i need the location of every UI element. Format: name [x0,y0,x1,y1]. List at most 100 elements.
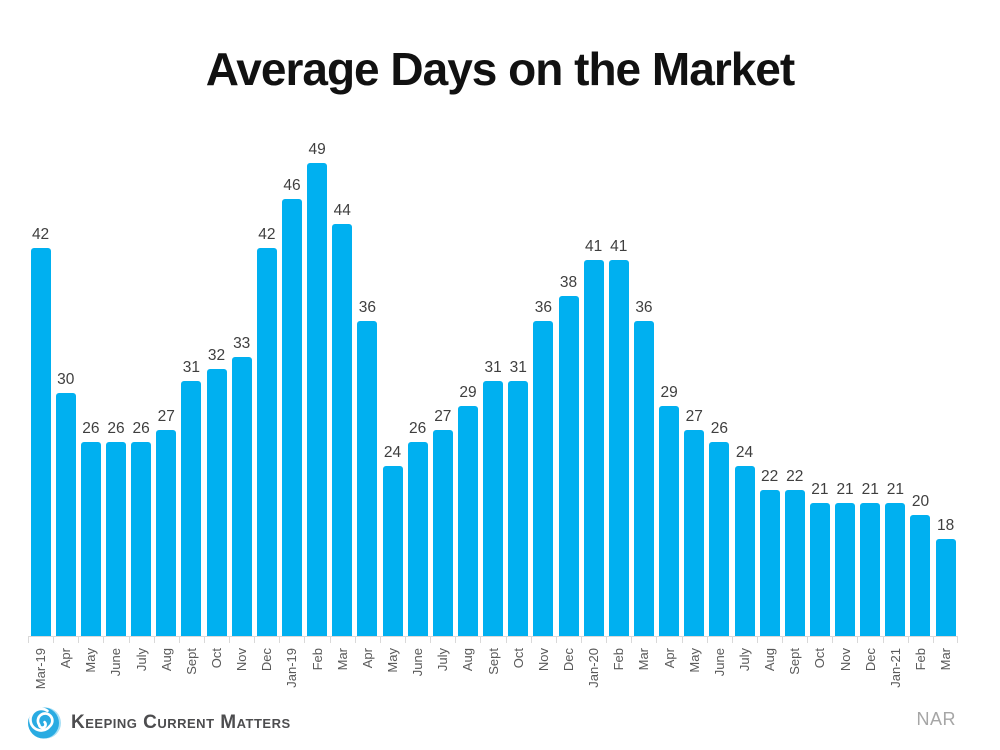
bar-value-label: 32 [207,346,226,364]
x-axis-label: Nov [535,648,551,672]
axis-tick [355,637,356,643]
bar [608,260,629,636]
bar-value-label: 29 [459,383,477,401]
bar-value-label: 26 [132,419,150,437]
bar-slot: 41 [606,140,631,636]
bar-value-label: 38 [559,273,578,291]
bar-value-label: 27 [434,407,452,425]
bar [935,539,956,636]
axis-tick [330,637,331,643]
axis-tick [682,637,683,643]
x-axis-label: Apr [661,648,677,669]
x-axis-label: Aug [762,648,778,672]
bar-value-label: 41 [585,237,603,255]
x-axis-label: Feb [309,648,325,671]
x-axis-label: Sept [485,648,501,675]
bar-value-label: 21 [836,480,854,498]
axis-tick [304,637,305,643]
bar-value-label: 31 [509,358,527,376]
bar-slot: 42 [254,140,279,636]
bar-slot: 32 [204,140,229,636]
axis-tick [430,637,431,643]
bar-slot: 26 [707,140,732,636]
x-axis-label: Aug [460,648,476,672]
bar-slot: 36 [631,140,656,636]
bar [759,490,780,636]
bar [885,503,906,636]
axis-tick [556,637,557,643]
axis-tick [531,637,532,643]
bar-value-label: 20 [911,492,930,510]
bar-value-label: 30 [57,370,75,388]
bar-value-label: 33 [233,334,251,352]
x-axis-label: Dec [862,648,878,672]
axis-tick [606,637,607,643]
x-axis-label: Nov [837,648,853,672]
bar [256,248,277,636]
bar-slot: 36 [531,140,556,636]
x-axis-label: Jan-20 [586,648,602,688]
bar-value-label: 29 [660,383,678,401]
axis-tick [506,637,507,643]
bar-value-label: 31 [182,358,201,376]
x-axis-label: Apr [359,648,375,669]
bar-value-label: 26 [409,419,427,437]
bar-slot: 21 [833,140,858,636]
bar [131,442,152,636]
axis-tick [28,637,29,643]
bar-slot: 21 [883,140,908,636]
x-axis-label: May [686,648,702,673]
bar [809,503,830,636]
axis-tick [229,637,230,643]
bar-slot: 22 [757,140,782,636]
bar-value-label: 24 [735,443,754,461]
x-axis-label: Jan-21 [887,648,903,688]
bar [709,442,730,636]
bar-chart: 42 30 26 26 26 27 31 32 33 42 46 49 44 36 24 26 27 29 31 31… [28,140,958,718]
kcm-logo-text: Keeping Current Matters [71,712,291,733]
bar-value-label: 42 [258,225,276,243]
x-axis-label: June [711,648,727,677]
bar-slot: 22 [782,140,807,636]
bar-value-label: 36 [534,298,552,316]
bar-slot: 42 [28,140,53,636]
bar [382,466,403,636]
page-title: Average Days on the Market [205,43,795,95]
axis-tick [707,637,708,643]
bar-value-label: 26 [107,419,125,437]
bar [281,199,302,636]
kcm-logo: Keeping Current Matters [26,705,291,741]
x-axis-label: Oct [510,648,526,669]
bar [156,430,177,636]
axis-tick [480,637,481,643]
axis-tick [757,637,758,643]
axis-tick [656,637,657,643]
bar-slot: 27 [154,140,179,636]
axis-tick [204,637,205,643]
bar-slot: 21 [807,140,832,636]
bar-value-label: 22 [786,467,804,485]
axis-tick [154,637,155,643]
x-axis-label: Feb [611,648,627,671]
x-axis-label: Dec [561,648,577,672]
bar-slot: 26 [129,140,154,636]
bar [105,442,126,636]
bar [835,503,856,636]
bar [558,296,579,636]
bar [332,224,353,636]
bar-value-label: 36 [358,298,377,316]
source-label: NAR [916,709,956,729]
axis-tick [957,637,958,643]
bar-value-label: 46 [283,176,301,194]
bar-value-label: 21 [811,480,829,498]
bar-value-label: 41 [610,237,628,255]
bar [231,357,252,636]
bar-slot: 31 [179,140,204,636]
axis-tick [103,637,104,643]
axis-tick [455,637,456,643]
bar-value-label: 18 [937,516,955,534]
bar-slot: 26 [405,140,430,636]
x-axis-label: Sept [787,648,803,675]
bar [910,515,931,636]
bar [357,321,378,636]
